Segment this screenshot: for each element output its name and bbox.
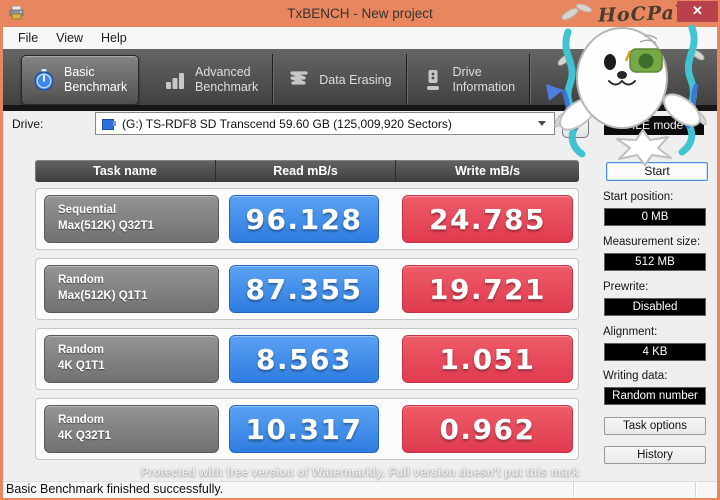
toolbar-separator <box>272 54 274 106</box>
menu-file[interactable]: File <box>18 31 39 45</box>
drive-small-icon <box>102 118 116 130</box>
toolbar-separator <box>405 54 407 106</box>
task-line2: Max(512K) Q32T1 <box>58 220 154 232</box>
eraser-icon <box>290 71 308 85</box>
tab-basic-benchmark[interactable]: Basic Benchmark <box>21 55 139 105</box>
task-line1: Random <box>58 414 104 427</box>
statusbar-divider <box>695 482 696 497</box>
bar-chart-icon <box>166 73 184 89</box>
results-table-header: Task name Read mB/s Write mB/s <box>35 160 579 182</box>
writing-data-select[interactable]: Random number <box>604 387 706 405</box>
alignment-label: Alignment: <box>603 326 658 338</box>
menu-help[interactable]: Help <box>101 31 127 45</box>
tab-label: Benchmark <box>64 80 128 94</box>
task-button-random-4k-q32t1[interactable]: Random 4K Q32T1 <box>44 405 219 453</box>
drive-label: Drive: <box>12 117 44 131</box>
header-read: Read mB/s <box>216 160 396 182</box>
task-button-sequential-q32t1[interactable]: Sequential Max(512K) Q32T1 <box>44 195 219 243</box>
title-bar: TxBENCH - New project <box>0 0 720 27</box>
tab-label: Benchmark <box>195 80 259 94</box>
write-value: 1.051 <box>402 335 573 383</box>
measurement-size-select[interactable]: 512 MB <box>604 253 706 271</box>
tab-label: Basic <box>64 65 95 79</box>
refresh-drives-button[interactable]: ↻ <box>562 111 589 138</box>
tab-advanced-benchmark[interactable]: Advanced Benchmark <box>153 58 268 102</box>
write-value: 19.721 <box>402 265 573 313</box>
tab-label: Advanced <box>195 65 251 79</box>
start-position-label: Start position: <box>603 191 674 203</box>
drive-select[interactable]: (G:) TS-RDF8 SD Transcend 59.60 GB (125,… <box>95 112 555 135</box>
file-mode-button[interactable]: FILE mode <box>604 116 704 135</box>
close-button[interactable]: ✕ <box>677 1 718 22</box>
tab-data-erasing[interactable]: Data Erasing <box>277 58 401 102</box>
read-value: 96.128 <box>229 195 379 243</box>
measurement-size-label: Measurement size: <box>603 236 701 248</box>
history-button[interactable]: History <box>604 446 706 464</box>
status-message: Basic Benchmark finished successfully. <box>6 482 224 496</box>
task-line1: Sequential <box>58 204 117 217</box>
prewrite-select[interactable]: Disabled <box>604 298 706 316</box>
task-line1: Random <box>58 344 104 357</box>
task-line2: 4K Q32T1 <box>58 430 112 442</box>
watermark-banner: Protected with free version of Watermark… <box>140 467 580 479</box>
read-value: 8.563 <box>229 335 379 383</box>
table-row: Sequential Max(512K) Q32T1 96.128 24.785 <box>35 188 579 250</box>
window-title: TxBENCH - New project <box>287 6 433 21</box>
toolbar: Basic Benchmark Advanced Benchmark Data Er… <box>3 49 717 111</box>
tab-drive-information[interactable]: Drive Information <box>411 58 526 102</box>
table-row: Random Max(512K) Q1T1 87.355 19.721 <box>35 258 579 320</box>
status-bar <box>3 481 717 498</box>
task-line2: 4K Q1T1 <box>58 360 105 372</box>
app-icon <box>9 6 24 20</box>
toolbar-separator <box>529 54 531 106</box>
chevron-down-icon <box>538 121 546 126</box>
menu-bar: File View Help <box>3 27 717 49</box>
write-value: 0.962 <box>402 405 573 453</box>
tab-label: Data Erasing <box>319 72 392 87</box>
read-value: 10.317 <box>229 405 379 453</box>
drive-icon <box>426 70 439 90</box>
tab-label: Drive <box>452 65 482 79</box>
read-value: 87.355 <box>229 265 379 313</box>
start-button[interactable]: Start <box>606 162 708 181</box>
drive-selected-value: (G:) TS-RDF8 SD Transcend 59.60 GB (125,… <box>122 116 452 131</box>
task-options-button[interactable]: Task options <box>604 417 706 435</box>
task-line2: Max(512K) Q1T1 <box>58 290 148 302</box>
task-button-random-max-q1t1[interactable]: Random Max(512K) Q1T1 <box>44 265 219 313</box>
header-write: Write mB/s <box>454 164 521 178</box>
writing-data-label: Writing data: <box>603 370 668 382</box>
header-task-name: Task name <box>35 160 216 182</box>
task-line1: Random <box>58 274 104 287</box>
task-button-random-4k-q1t1[interactable]: Random 4K Q1T1 <box>44 335 219 383</box>
refresh-icon: ↻ <box>569 115 582 132</box>
start-position-select[interactable]: 0 MB <box>604 208 706 226</box>
statusbar-divider <box>573 482 574 497</box>
write-value: 24.785 <box>402 195 573 243</box>
table-row: Random 4K Q1T1 8.563 1.051 <box>35 328 579 390</box>
tab-label: Information <box>452 80 516 94</box>
table-row: Random 4K Q32T1 10.317 0.962 <box>35 398 579 460</box>
alignment-select[interactable]: 4 KB <box>604 343 706 361</box>
stopwatch-icon <box>34 69 54 91</box>
prewrite-label: Prewrite: <box>603 281 649 293</box>
menu-view[interactable]: View <box>56 31 84 45</box>
